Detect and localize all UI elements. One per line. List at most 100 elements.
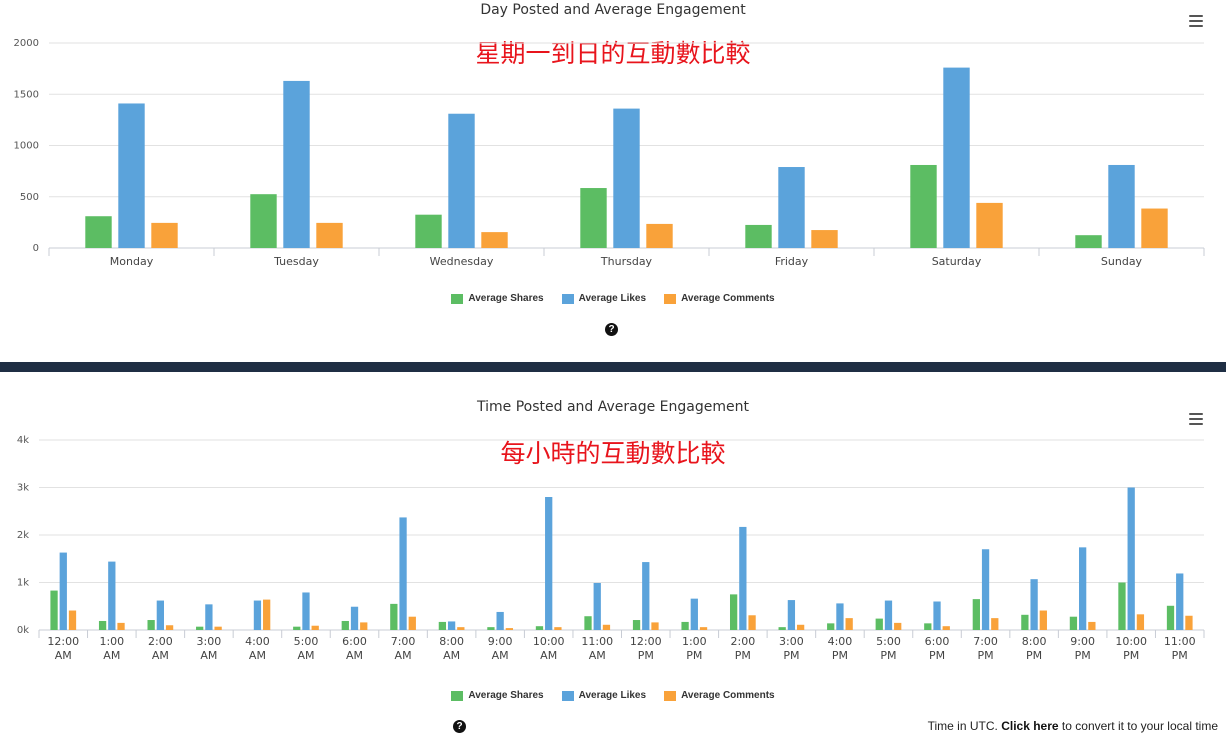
bar-likes <box>884 600 893 630</box>
x-tick-label: 12:00 PM <box>630 635 662 662</box>
bar-likes <box>59 552 67 630</box>
bar-likes <box>1079 547 1087 630</box>
y-tick-label: 1500 <box>14 89 39 100</box>
time-chart-title: Time Posted and Average Engagement <box>477 399 749 415</box>
bar-comments <box>481 232 508 248</box>
legend-item-comments[interactable]: Average Comments <box>664 690 775 701</box>
bar-likes <box>981 549 990 630</box>
y-tick-label: 1000 <box>14 141 39 152</box>
x-tick-label: 9:00 AM <box>488 635 513 662</box>
time-chart-menu-icon[interactable] <box>1189 413 1203 425</box>
bar-comments <box>151 222 178 248</box>
bar-shares <box>1118 582 1126 630</box>
timezone-note-suffix: to convert it to your local time <box>1061 719 1218 733</box>
time-chart-panel: Time Posted and Average Engagement 每小時的互… <box>0 372 1226 754</box>
y-tick-label: 0 <box>33 243 39 254</box>
bar-comments <box>165 625 174 630</box>
legend-item-comments[interactable]: Average Comments <box>664 293 775 304</box>
legend-item-likes[interactable]: Average Likes <box>561 690 647 701</box>
x-tick-label: 1:00 AM <box>99 635 124 662</box>
bar-likes <box>642 562 650 630</box>
x-tick-label: Saturday <box>932 255 982 268</box>
bar-comments <box>408 616 416 630</box>
bar-shares <box>745 224 772 248</box>
x-tick-label: Monday <box>110 255 154 268</box>
time-chart-annotation: 每小時的互動數比較 <box>500 439 726 468</box>
bar-shares <box>390 603 398 630</box>
bar-shares <box>85 216 112 248</box>
time-chart-legend: Average Shares Average Likes Average Com… <box>0 690 1226 701</box>
x-tick-label: 7:00 AM <box>391 635 416 662</box>
x-tick-label: Thursday <box>600 255 653 268</box>
x-tick-label: 11:00 PM <box>1164 635 1196 662</box>
day-chart-legend: Average Shares Average Likes Average Com… <box>0 293 1226 304</box>
x-tick-label: 12:00 AM <box>47 635 79 662</box>
time-chart-plot: 0k 1k 2k 3k 4k 12:00 AM 1:00 AM 2:00 AM 3:00 AM 4:00 A… <box>17 435 1205 662</box>
bar-shares <box>1166 605 1175 630</box>
bar-comments <box>360 622 368 630</box>
bar-shares <box>875 618 883 630</box>
convert-time-link[interactable]: Click here <box>1001 719 1059 733</box>
x-tick-label: 2:00 PM <box>731 635 756 662</box>
bar-comments <box>311 625 319 630</box>
bar-comments <box>991 618 999 630</box>
legend-item-likes[interactable]: Average Likes <box>561 293 647 304</box>
x-tick-label: Friday <box>775 255 809 268</box>
y-tick-label: 0k <box>17 625 29 636</box>
bar-comments <box>554 627 562 630</box>
bar-shares <box>535 626 544 630</box>
legend-label-shares: Average Shares <box>468 293 544 304</box>
legend-swatch-comments <box>664 293 677 304</box>
legend-item-shares[interactable]: Average Shares <box>451 293 544 304</box>
legend-label-likes: Average Likes <box>578 690 647 701</box>
bar-shares <box>924 623 932 630</box>
x-tick-label: 3:00 AM <box>197 635 222 662</box>
bar-comments <box>1088 621 1096 630</box>
x-tick-label: 1:00 PM <box>682 635 707 662</box>
x-tick-label: 5:00 PM <box>876 635 901 662</box>
x-tick-label: 11:00 AM <box>581 635 613 662</box>
bar-comments <box>976 202 1003 248</box>
bar-shares <box>632 620 641 630</box>
bar-likes <box>690 598 698 630</box>
bar-shares <box>50 590 58 630</box>
bar-likes <box>1176 573 1184 630</box>
x-tick-label: 7:00 PM <box>973 635 998 662</box>
bar-comments <box>845 618 853 630</box>
day-chart-annotation: 星期一到日的互動數比較 <box>475 39 751 68</box>
bar-likes <box>448 113 475 248</box>
bar-comments <box>263 599 271 630</box>
bar-comments <box>1185 615 1193 630</box>
bar-likes <box>739 526 747 630</box>
bar-likes <box>613 108 640 248</box>
bar-comments <box>457 627 465 630</box>
bar-likes <box>1108 164 1135 248</box>
legend-label-comments: Average Comments <box>681 690 775 701</box>
bar-likes <box>593 582 601 630</box>
bar-shares <box>584 616 592 630</box>
bar-likes <box>205 604 213 630</box>
bar-likes <box>350 606 359 630</box>
day-chart-menu-icon[interactable] <box>1189 15 1203 27</box>
day-chart-plot: 0 500 1000 1500 2000 Monday Tuesday Wednesday Th… <box>14 38 1205 268</box>
legend-swatch-likes <box>561 690 574 701</box>
time-chart-help-icon[interactable]: ? <box>453 720 466 733</box>
legend-label-likes: Average Likes <box>578 293 647 304</box>
legend-label-comments: Average Comments <box>681 293 775 304</box>
bar-likes <box>399 517 407 630</box>
x-tick-label: 5:00 AM <box>294 635 319 662</box>
y-tick-label: 500 <box>20 192 39 203</box>
bar-comments <box>699 627 708 630</box>
bar-likes <box>1127 487 1135 630</box>
x-tick-label: Sunday <box>1101 255 1143 268</box>
bar-shares <box>98 620 107 630</box>
bar-likes <box>447 621 456 630</box>
bar-comments <box>1039 610 1047 630</box>
bar-comments <box>68 610 77 630</box>
legend-item-shares[interactable]: Average Shares <box>451 690 544 701</box>
bar-likes <box>253 600 262 630</box>
bar-comments <box>602 624 611 630</box>
x-tick-label: Wednesday <box>430 255 494 268</box>
day-chart-help-icon[interactable]: ? <box>605 323 618 336</box>
x-tick-label: 8:00 PM <box>1022 635 1047 662</box>
